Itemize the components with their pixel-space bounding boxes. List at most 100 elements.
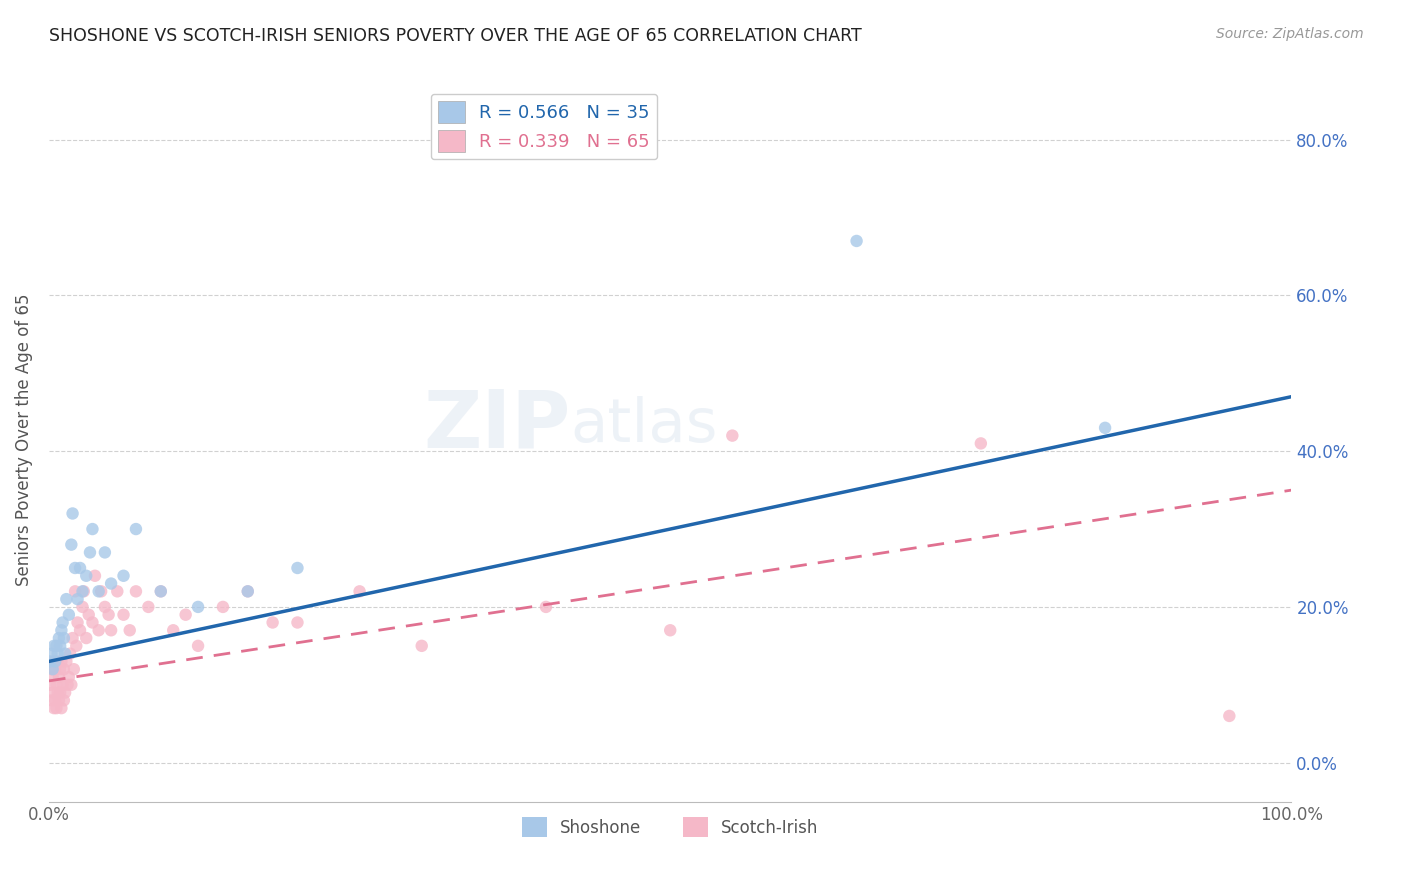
Point bbox=[77, 607, 100, 622]
Point bbox=[63, 584, 86, 599]
Point bbox=[55, 592, 77, 607]
Point bbox=[52, 678, 75, 692]
Point bbox=[262, 615, 284, 630]
Point bbox=[72, 599, 94, 614]
Point bbox=[236, 584, 259, 599]
Point bbox=[84, 568, 107, 582]
Point bbox=[41, 670, 63, 684]
Point bbox=[66, 592, 89, 607]
Point bbox=[349, 584, 371, 599]
Point bbox=[39, 655, 62, 669]
Point bbox=[58, 670, 80, 684]
Point bbox=[48, 631, 70, 645]
Point bbox=[236, 584, 259, 599]
Point bbox=[65, 639, 87, 653]
Point bbox=[59, 647, 82, 661]
Point bbox=[69, 561, 91, 575]
Point bbox=[41, 685, 63, 699]
Text: SHOSHONE VS SCOTCH-IRISH SENIORS POVERTY OVER THE AGE OF 65 CORRELATION CHART: SHOSHONE VS SCOTCH-IRISH SENIORS POVERTY… bbox=[49, 27, 862, 45]
Point bbox=[1094, 421, 1116, 435]
Point bbox=[52, 662, 75, 676]
Text: Source: ZipAtlas.com: Source: ZipAtlas.com bbox=[1216, 27, 1364, 41]
Point bbox=[212, 599, 235, 614]
Point bbox=[45, 639, 67, 653]
Point bbox=[62, 507, 84, 521]
Point bbox=[149, 584, 172, 599]
Point bbox=[66, 615, 89, 630]
Point bbox=[56, 678, 79, 692]
Point bbox=[94, 599, 117, 614]
Point bbox=[51, 624, 73, 638]
Point bbox=[75, 568, 97, 582]
Point bbox=[48, 670, 70, 684]
Legend: Shoshone, Scotch-Irish: Shoshone, Scotch-Irish bbox=[515, 810, 825, 844]
Point bbox=[82, 615, 104, 630]
Point bbox=[58, 607, 80, 622]
Point bbox=[138, 599, 160, 614]
Point bbox=[845, 234, 868, 248]
Point bbox=[42, 655, 65, 669]
Point bbox=[174, 607, 197, 622]
Text: ZIP: ZIP bbox=[423, 386, 571, 464]
Point bbox=[79, 545, 101, 559]
Point bbox=[52, 631, 75, 645]
Point bbox=[721, 428, 744, 442]
Point bbox=[41, 662, 63, 676]
Point bbox=[41, 662, 63, 676]
Point bbox=[87, 584, 110, 599]
Point bbox=[659, 624, 682, 638]
Point bbox=[970, 436, 993, 450]
Point bbox=[411, 639, 433, 653]
Point bbox=[534, 599, 557, 614]
Point bbox=[44, 655, 66, 669]
Point bbox=[112, 568, 135, 582]
Point bbox=[1218, 709, 1240, 723]
Point bbox=[149, 584, 172, 599]
Y-axis label: Seniors Poverty Over the Age of 65: Seniors Poverty Over the Age of 65 bbox=[15, 293, 32, 586]
Point bbox=[187, 639, 209, 653]
Point bbox=[48, 693, 70, 707]
Point bbox=[125, 584, 148, 599]
Point bbox=[49, 685, 72, 699]
Point bbox=[162, 624, 184, 638]
Point bbox=[52, 693, 75, 707]
Point bbox=[46, 655, 69, 669]
Text: atlas: atlas bbox=[571, 395, 718, 455]
Point bbox=[63, 662, 86, 676]
Point bbox=[51, 655, 73, 669]
Point bbox=[41, 647, 63, 661]
Point bbox=[73, 584, 96, 599]
Point bbox=[52, 615, 75, 630]
Point bbox=[187, 599, 209, 614]
Point bbox=[97, 607, 120, 622]
Point bbox=[100, 576, 122, 591]
Point bbox=[55, 655, 77, 669]
Point bbox=[46, 685, 69, 699]
Point bbox=[82, 522, 104, 536]
Point bbox=[69, 624, 91, 638]
Point bbox=[100, 624, 122, 638]
Point bbox=[118, 624, 141, 638]
Point bbox=[53, 647, 76, 661]
Point bbox=[287, 615, 309, 630]
Point bbox=[45, 678, 67, 692]
Point bbox=[45, 701, 67, 715]
Point bbox=[42, 639, 65, 653]
Point bbox=[72, 584, 94, 599]
Point bbox=[63, 561, 86, 575]
Point bbox=[49, 662, 72, 676]
Point bbox=[112, 607, 135, 622]
Point bbox=[94, 545, 117, 559]
Point bbox=[105, 584, 128, 599]
Point bbox=[51, 701, 73, 715]
Point bbox=[287, 561, 309, 575]
Point bbox=[75, 631, 97, 645]
Point bbox=[44, 662, 66, 676]
Point bbox=[60, 678, 83, 692]
Point bbox=[87, 624, 110, 638]
Point bbox=[53, 685, 76, 699]
Point bbox=[49, 639, 72, 653]
Point bbox=[41, 693, 63, 707]
Point bbox=[46, 647, 69, 661]
Point bbox=[39, 678, 62, 692]
